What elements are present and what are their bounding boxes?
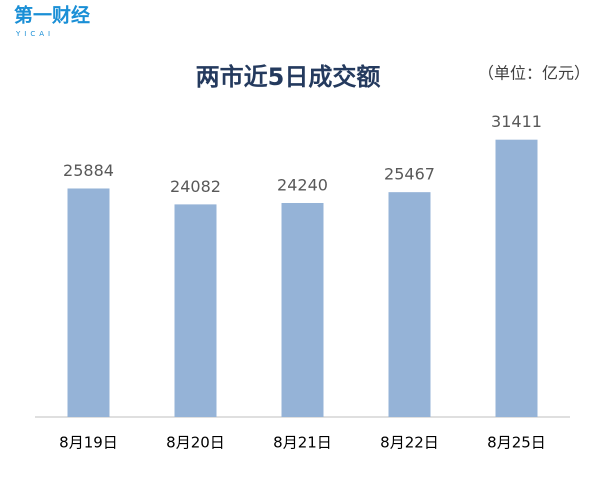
data-label: 31411 <box>491 112 542 131</box>
logo: 第一财经 <box>14 4 90 27</box>
x-tick-label: 8月19日 <box>59 434 118 452</box>
bar <box>174 204 217 417</box>
x-tick-label: 8月21日 <box>273 434 332 452</box>
bar <box>495 139 538 418</box>
bar <box>67 188 110 417</box>
chart-title: 两市近5日成交额 <box>196 63 381 91</box>
x-tick-label: 8月22日 <box>380 434 439 452</box>
x-tick-label: 8月20日 <box>166 434 225 452</box>
logo-subtext: YICAI <box>15 30 54 38</box>
data-label: 25884 <box>63 161 114 180</box>
unit-note: （单位：亿元） <box>478 64 590 83</box>
data-label: 25467 <box>384 165 435 184</box>
bar <box>281 202 324 417</box>
x-tick-label: 8月25日 <box>487 434 546 452</box>
bar <box>388 192 431 417</box>
data-label: 24082 <box>170 177 221 196</box>
data-label: 24240 <box>277 175 328 194</box>
